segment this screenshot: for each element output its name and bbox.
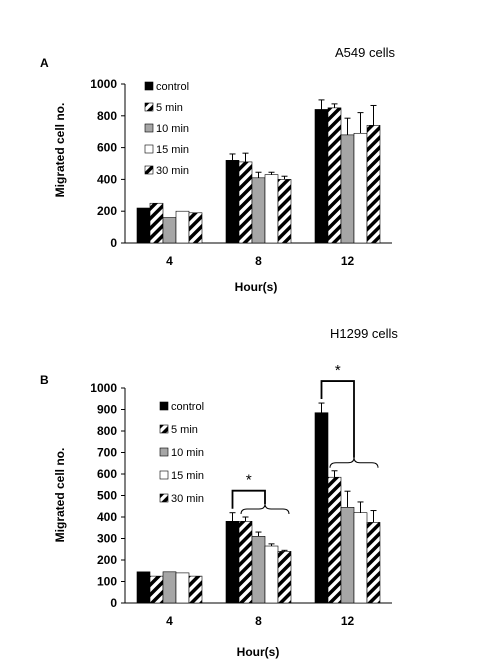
bar	[238, 520, 253, 604]
legend-label: 10 min	[156, 123, 189, 135]
legend-swatch	[159, 470, 169, 480]
panel-a-label: A	[40, 56, 49, 70]
y-tick-label: 900	[97, 403, 117, 417]
legend-swatch	[159, 447, 169, 457]
y-tick-label: 300	[97, 532, 117, 546]
legend-swatch	[144, 165, 154, 175]
legend-label: control	[171, 401, 204, 413]
y-tick-label: 700	[97, 446, 117, 460]
bar	[136, 207, 151, 244]
y-tick-label: 500	[97, 489, 117, 503]
y-tick-label: 100	[97, 575, 117, 589]
panel-a-xlabel: Hour(s)	[235, 280, 278, 294]
bar	[327, 107, 342, 244]
y-tick-label: 400	[97, 172, 117, 186]
legend-swatch	[144, 102, 154, 112]
bar	[225, 520, 240, 604]
bar	[264, 545, 279, 604]
bar	[353, 132, 368, 244]
panel-a-title: A549 cells	[335, 45, 395, 60]
bar	[238, 161, 253, 244]
legend-label: 30 min	[171, 493, 204, 505]
bar	[353, 512, 368, 604]
x-tick-label: 8	[255, 254, 262, 268]
bar	[136, 571, 151, 604]
y-tick-label: 0	[110, 596, 117, 610]
y-tick-label: 800	[97, 424, 117, 438]
panel-b-ylabel: Migrated cell no.	[53, 448, 67, 543]
bar	[314, 109, 329, 244]
treated-group-brace	[329, 457, 379, 468]
y-tick-label: 800	[97, 109, 117, 123]
y-tick-label: 200	[97, 553, 117, 567]
x-tick-label: 8	[255, 614, 262, 628]
bar	[175, 572, 190, 604]
legend-label: 30 min	[156, 165, 189, 177]
legend-swatch	[144, 144, 154, 154]
x-tick-label: 12	[341, 254, 355, 268]
bar	[366, 522, 381, 604]
y-tick-label: 600	[97, 467, 117, 481]
legend-label: 15 min	[156, 144, 189, 156]
panel-b-chart: 0 100 200 300 400 500 600 700 800 900 1000 4 8 12 cont…	[90, 362, 392, 628]
legend-label: 5 min	[171, 424, 198, 436]
legend-label: 15 min	[171, 470, 204, 482]
significance-bracket	[231, 489, 266, 509]
y-tick-label: 400	[97, 510, 117, 524]
bar	[162, 571, 177, 604]
bar	[149, 202, 164, 244]
bar	[264, 174, 279, 244]
panel-b-label: B	[40, 373, 49, 387]
y-tick-label: 1000	[90, 381, 117, 395]
bar	[251, 536, 266, 604]
treated-group-brace	[240, 503, 290, 515]
bar	[175, 210, 190, 244]
panel-a-ylabel: Migrated cell no.	[53, 103, 67, 198]
bar	[149, 575, 164, 604]
legend-swatch	[144, 81, 154, 91]
y-tick-label: 0	[110, 236, 117, 250]
bar	[340, 507, 355, 604]
legend-swatch	[144, 123, 154, 133]
bar	[162, 217, 177, 244]
bar	[277, 551, 292, 604]
y-tick-label: 600	[97, 141, 117, 155]
bar	[327, 476, 342, 604]
legend-label: control	[156, 81, 189, 93]
y-tick-label: 1000	[90, 77, 117, 91]
panel-b-xlabel: Hour(s)	[237, 645, 280, 659]
bar	[225, 160, 240, 244]
bar	[188, 575, 203, 604]
legend-label: 10 min	[171, 447, 204, 459]
bar	[251, 177, 266, 244]
significance-star: *	[246, 472, 252, 489]
legend-swatch	[159, 424, 169, 434]
bar	[366, 125, 381, 244]
legend-swatch	[159, 401, 169, 411]
significance-star: *	[335, 362, 341, 379]
legend-swatch	[159, 493, 169, 503]
x-tick-label: 4	[166, 614, 173, 628]
bar	[340, 134, 355, 244]
x-tick-label: 4	[166, 254, 173, 268]
bar	[277, 179, 292, 244]
significance-bracket	[320, 380, 355, 458]
panel-b-title: H1299 cells	[330, 326, 398, 341]
bar	[314, 412, 329, 604]
x-tick-label: 12	[341, 614, 355, 628]
panel-a-chart: 0 200 400 600 800 1000 4 8 12 control 5 min 10 min 1…	[90, 77, 392, 268]
legend-label: 5 min	[156, 102, 183, 114]
y-tick-label: 200	[97, 204, 117, 218]
bar	[188, 212, 203, 244]
